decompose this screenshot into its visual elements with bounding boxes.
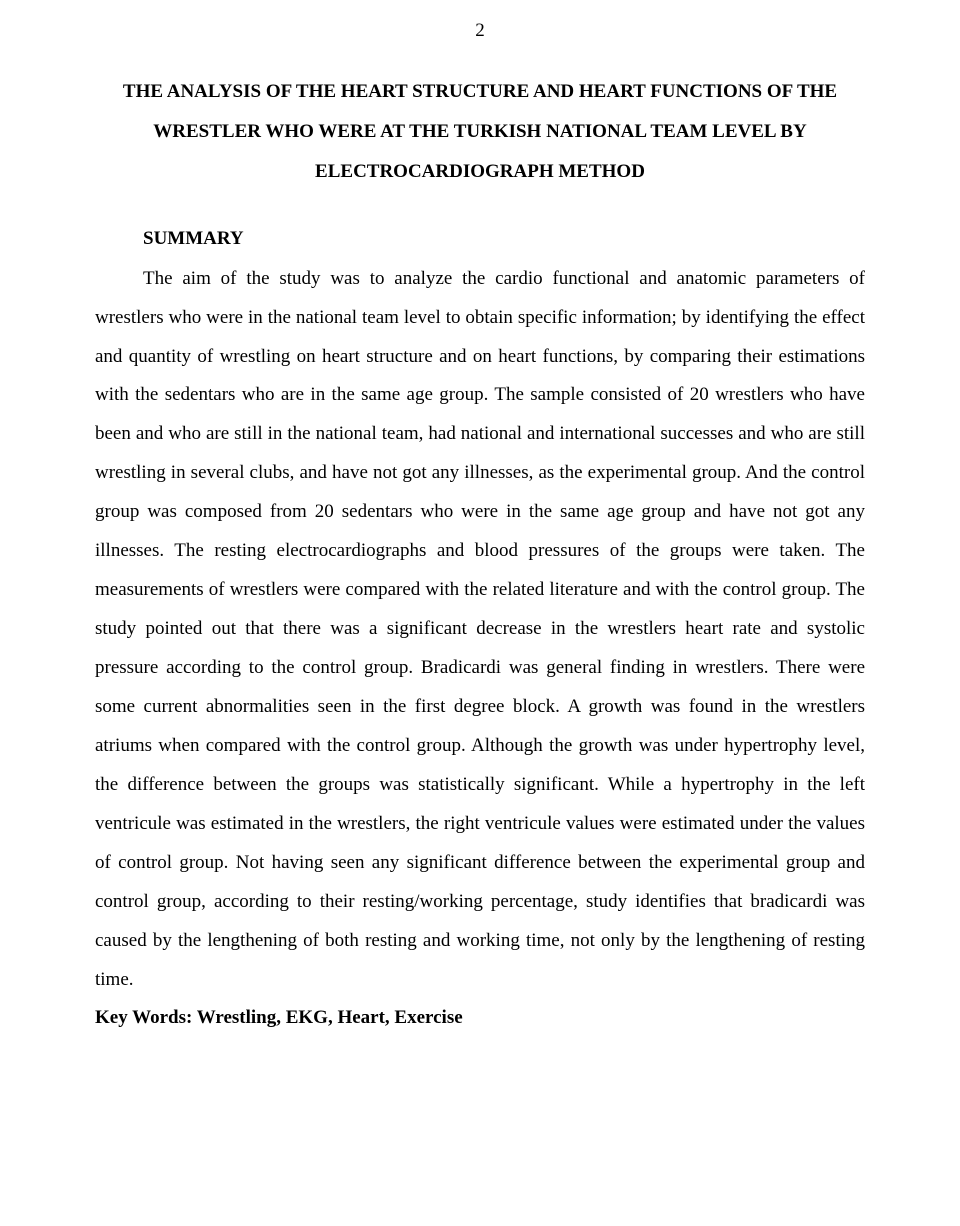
document-title: THE ANALYSIS OF THE HEART STRUCTURE AND … — [95, 72, 865, 192]
summary-heading: SUMMARY — [95, 220, 865, 258]
document-page: 2 THE ANALYSIS OF THE HEART STRUCTURE AN… — [0, 0, 960, 1226]
page-number: 2 — [95, 20, 865, 42]
summary-body: The aim of the study was to analyze the … — [95, 260, 865, 1000]
keywords-line: Key Words: Wrestling, EKG, Heart, Exerci… — [95, 999, 865, 1037]
